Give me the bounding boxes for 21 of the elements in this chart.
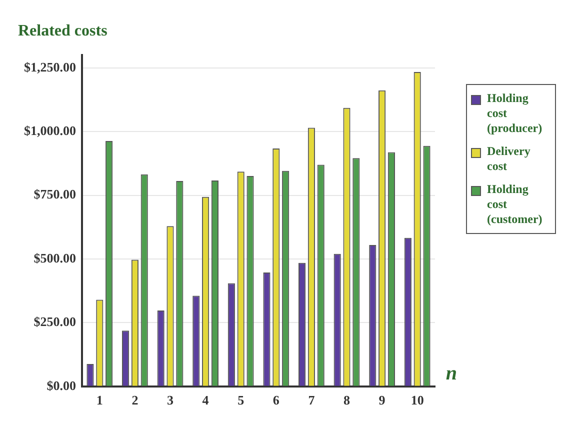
x-tick-label: 4 bbox=[202, 392, 210, 408]
x-tick-label: 7 bbox=[308, 392, 316, 408]
x-tick-label: 3 bbox=[167, 392, 174, 408]
x-axis-title: n bbox=[446, 362, 457, 385]
y-tick-label: $250.00 bbox=[34, 314, 76, 330]
x-tick-label: 9 bbox=[378, 392, 386, 408]
y-tick-label: $750.00 bbox=[34, 186, 76, 202]
x-tick-label: 5 bbox=[238, 392, 245, 408]
legend-label: Delivery cost bbox=[487, 144, 532, 174]
x-tick-label: 2 bbox=[132, 392, 138, 408]
y-tick-label: $1,250.00 bbox=[24, 59, 76, 74]
x-tick-label: 6 bbox=[272, 392, 280, 408]
y-tick-label: $1,000.00 bbox=[24, 122, 76, 138]
x-tick-label: 1 bbox=[96, 392, 103, 408]
x-tick-label: 10 bbox=[410, 392, 424, 408]
legend-label: Holding cost (customer) bbox=[487, 182, 544, 227]
x-tick-label: 8 bbox=[344, 392, 350, 408]
legend-label: Holding cost (producer) bbox=[487, 91, 544, 136]
y-tick-label: $500.00 bbox=[34, 250, 76, 266]
y-tick-label: $0.00 bbox=[46, 378, 76, 393]
chart-title: Related costs bbox=[18, 22, 108, 40]
